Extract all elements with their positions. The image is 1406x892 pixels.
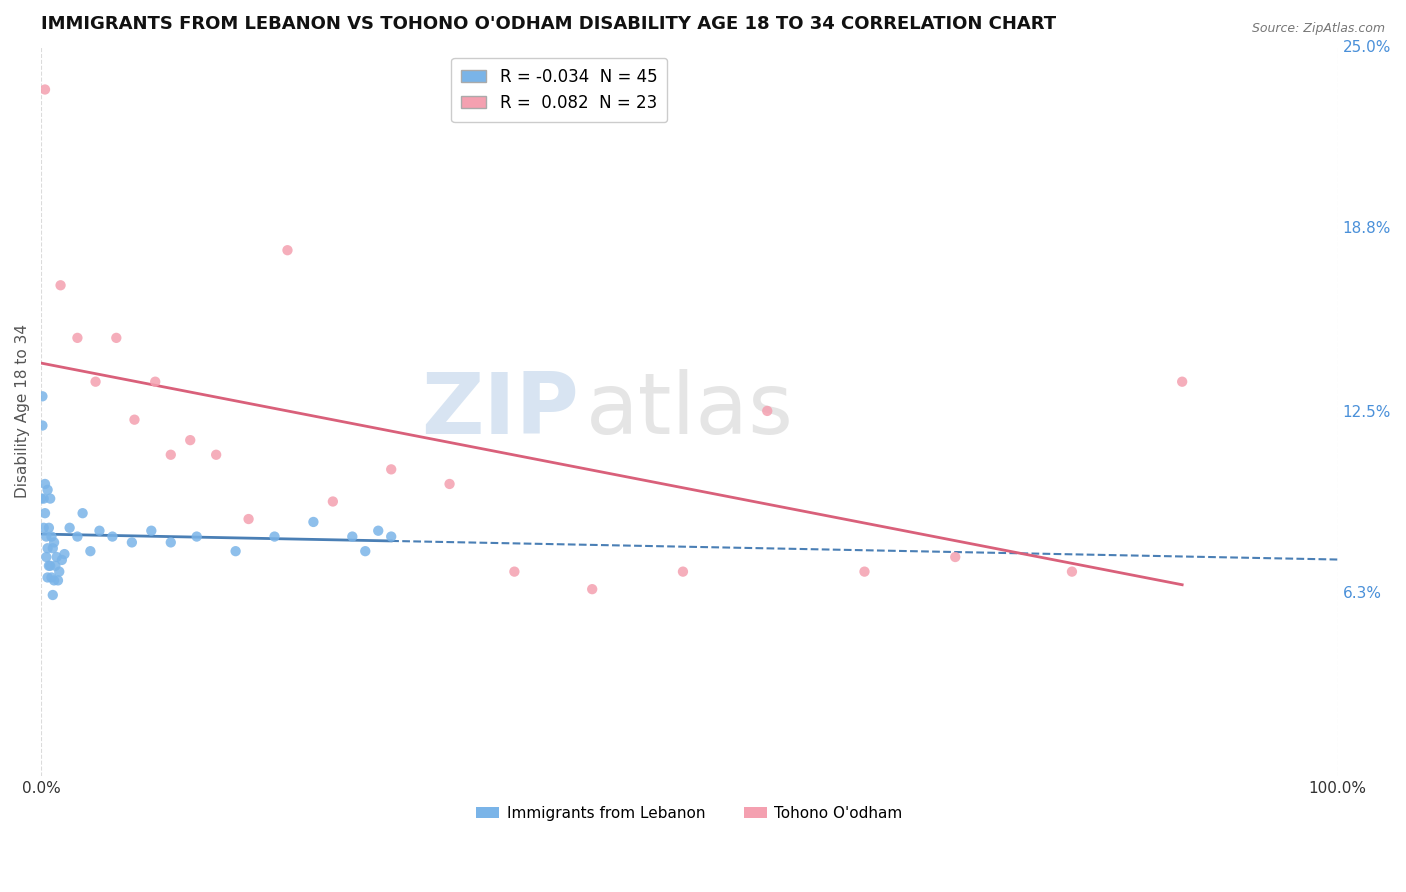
Point (302, 515, 325, 529)
Point (34, 82, 56, 96)
Point (342, 530, 364, 544)
Point (72, 506, 94, 520)
Point (34, 506, 56, 520)
Point (39, 491, 62, 506)
Point (32, 491, 55, 506)
Point (943, 549, 966, 564)
Point (225, 544, 247, 558)
Point (205, 448, 228, 462)
Point (41, 570, 63, 584)
Point (322, 494, 344, 508)
Point (1171, 375, 1194, 389)
Legend: Immigrants from Lebanon, Tohono O'odham: Immigrants from Lebanon, Tohono O'odham (470, 800, 908, 827)
Point (38, 521, 60, 535)
Point (121, 535, 143, 549)
Point (141, 524, 163, 538)
Point (276, 244, 298, 258)
Point (39, 558, 62, 573)
Point (581, 582, 603, 596)
Point (38, 558, 60, 573)
Point (159, 448, 181, 462)
Point (30, 491, 52, 506)
Point (79, 544, 101, 558)
Point (42, 535, 65, 549)
Point (45, 549, 67, 564)
Point (105, 331, 128, 345)
Text: Source: ZipAtlas.com: Source: ZipAtlas.com (1251, 22, 1385, 36)
Point (66, 331, 89, 345)
Point (672, 565, 695, 579)
Y-axis label: Disability Age 18 to 34: Disability Age 18 to 34 (15, 324, 30, 498)
Point (179, 433, 201, 447)
Point (503, 565, 526, 579)
Point (1060, 565, 1083, 579)
Point (439, 477, 461, 491)
Point (66, 530, 89, 544)
Point (59, 521, 82, 535)
Point (238, 512, 260, 526)
Point (37, 570, 59, 584)
Point (37, 541, 59, 556)
Point (34, 477, 56, 491)
Text: IMMIGRANTS FROM LEBANON VS TOHONO O'ODHAM DISABILITY AGE 18 TO 34 CORRELATION CH: IMMIGRANTS FROM LEBANON VS TOHONO O'ODHA… (41, 15, 1056, 33)
Point (367, 524, 389, 538)
Point (159, 535, 181, 549)
Point (49, 278, 72, 293)
Point (186, 530, 208, 544)
Point (42, 588, 65, 602)
Point (31, 389, 53, 403)
Text: ZIP: ZIP (422, 369, 579, 452)
Point (89, 524, 111, 538)
Point (31, 418, 53, 433)
Point (32, 521, 55, 535)
Point (35, 549, 58, 564)
Point (42, 541, 65, 556)
Point (853, 565, 876, 579)
Point (101, 530, 124, 544)
Point (84, 375, 107, 389)
Point (46, 574, 69, 588)
Point (143, 375, 166, 389)
Point (263, 530, 285, 544)
Point (48, 565, 70, 579)
Point (380, 530, 402, 544)
Point (53, 547, 76, 561)
Point (124, 412, 146, 426)
Point (756, 404, 779, 418)
Point (354, 544, 377, 558)
Point (44, 558, 66, 573)
Point (41, 530, 63, 544)
Point (380, 462, 402, 476)
Point (42, 574, 65, 588)
Text: atlas: atlas (586, 369, 794, 452)
Point (35, 530, 58, 544)
Point (51, 553, 73, 567)
Point (37, 483, 59, 497)
